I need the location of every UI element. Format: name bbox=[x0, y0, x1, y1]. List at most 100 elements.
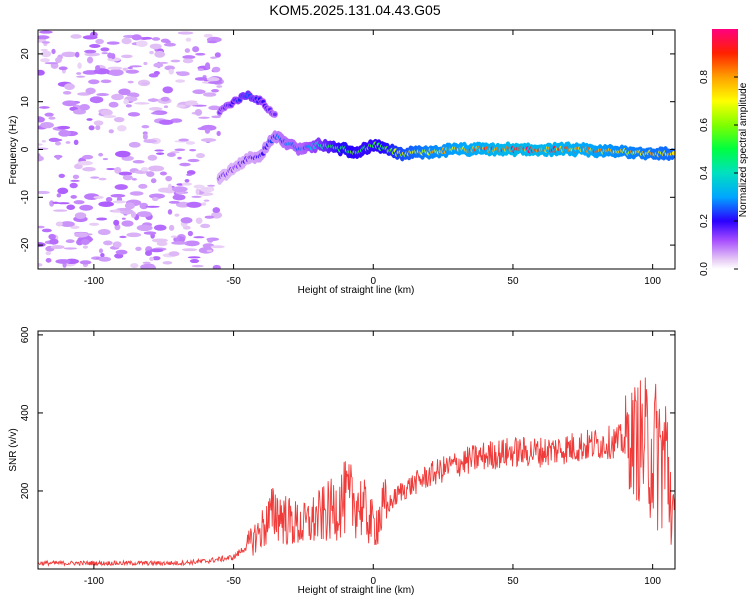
heatmap-cell bbox=[88, 222, 100, 226]
snr-marks bbox=[38, 377, 675, 567]
heatmap-cell bbox=[208, 81, 223, 85]
heatmap-cell bbox=[168, 224, 175, 231]
heatmap-cell bbox=[208, 105, 221, 111]
heatmap-cell bbox=[671, 151, 675, 156]
heatmap-cell bbox=[185, 141, 196, 145]
heatmap-cell bbox=[207, 238, 214, 243]
heatmap-cell bbox=[62, 100, 77, 107]
heatmap-cell bbox=[40, 58, 51, 63]
heatmap-cell bbox=[149, 256, 154, 262]
heatmap-cell bbox=[207, 184, 216, 187]
heatmap-cell bbox=[185, 101, 199, 106]
heatmap-cell bbox=[141, 82, 149, 85]
heatmap-cell bbox=[107, 66, 123, 70]
spectrogram-ytick-label: 20 bbox=[20, 48, 31, 60]
heatmap-cell bbox=[38, 116, 45, 123]
heatmap-cell bbox=[148, 73, 159, 78]
heatmap-cell bbox=[123, 99, 129, 105]
heatmap-cell bbox=[38, 263, 43, 267]
snr-xtick-label: -100 bbox=[84, 576, 104, 587]
heatmap-cell bbox=[142, 261, 151, 265]
heatmap-cell bbox=[41, 139, 46, 143]
heatmap-cell bbox=[93, 120, 104, 126]
heatmap-cell bbox=[111, 93, 124, 101]
heatmap-cell bbox=[56, 193, 62, 198]
heatmap-cell bbox=[69, 182, 78, 189]
heatmap-cell bbox=[192, 89, 206, 95]
heatmap-cell bbox=[141, 125, 150, 129]
spectrogram-xtick-label: 50 bbox=[507, 276, 519, 287]
heatmap-cell bbox=[136, 211, 152, 218]
heatmap-cell bbox=[74, 212, 87, 219]
heatmap-cell bbox=[185, 37, 192, 42]
heatmap-cell bbox=[175, 79, 186, 83]
heatmap-cell bbox=[200, 223, 211, 229]
heatmap-cell bbox=[195, 188, 200, 195]
heatmap-cell bbox=[115, 249, 128, 255]
heatmap-cell bbox=[151, 238, 168, 243]
heatmap-cell bbox=[57, 187, 69, 195]
heatmap-cell bbox=[103, 240, 113, 246]
heatmap-cell bbox=[55, 141, 61, 146]
heatmap-cell bbox=[118, 88, 131, 96]
heatmap-cell bbox=[149, 193, 165, 199]
heatmap-cell bbox=[88, 125, 95, 131]
heatmap-cell bbox=[55, 221, 63, 227]
heatmap-cell bbox=[212, 207, 221, 214]
heatmap-cell bbox=[115, 150, 131, 158]
heatmap-cell bbox=[149, 50, 154, 55]
heatmap-cell bbox=[118, 171, 133, 176]
heatmap-cell bbox=[178, 138, 190, 142]
heatmap-cell bbox=[206, 77, 220, 82]
heatmap-cell bbox=[119, 235, 127, 239]
heatmap-cell bbox=[132, 160, 145, 164]
heatmap-cell bbox=[95, 38, 104, 45]
heatmap-cell bbox=[166, 152, 176, 157]
heatmap-cell bbox=[194, 77, 208, 81]
heatmap-cell bbox=[97, 228, 111, 236]
heatmap-cell bbox=[136, 224, 153, 232]
heatmap-cell bbox=[65, 239, 75, 243]
heatmap-cell bbox=[38, 155, 44, 162]
heatmap-cell bbox=[129, 191, 144, 196]
heatmap-cell bbox=[174, 213, 180, 217]
spectrogram-xtick-label: -50 bbox=[226, 276, 241, 287]
heatmap-cell bbox=[82, 245, 89, 249]
snr-ylabel: SNR (v/v) bbox=[8, 428, 19, 471]
heatmap-cell bbox=[38, 106, 50, 109]
heatmap-cell bbox=[153, 224, 167, 231]
heatmap-cell bbox=[136, 40, 148, 47]
heatmap-cell bbox=[201, 202, 207, 206]
heatmap-cell bbox=[204, 128, 210, 134]
heatmap-cell bbox=[85, 87, 96, 95]
spectrogram-xtick-label: 100 bbox=[644, 276, 661, 287]
spectrogram-marks bbox=[38, 30, 675, 269]
snr-xtick-label: 50 bbox=[507, 576, 519, 587]
colorbar-tick-label: 0.6 bbox=[699, 118, 710, 132]
heatmap-cell bbox=[150, 112, 163, 115]
heatmap-cell bbox=[272, 112, 277, 117]
heatmap-cell bbox=[181, 248, 198, 252]
heatmap-cell bbox=[61, 51, 77, 58]
heatmap-cell bbox=[212, 66, 221, 73]
heatmap-cell bbox=[124, 202, 136, 210]
heatmap-cell bbox=[55, 57, 62, 63]
heatmap-cell bbox=[176, 104, 187, 108]
heatmap-cell bbox=[121, 217, 126, 220]
heatmap-cell bbox=[168, 251, 180, 257]
heatmap-cell bbox=[114, 184, 128, 190]
spectrogram-ytick-label: 0 bbox=[20, 146, 31, 152]
heatmap-cell bbox=[170, 59, 181, 63]
heatmap-cell bbox=[98, 177, 107, 181]
heatmap-cell bbox=[203, 92, 217, 97]
heatmap-cell bbox=[214, 52, 221, 58]
heatmap-cell bbox=[131, 34, 142, 41]
heatmap-cell bbox=[62, 91, 72, 95]
spectrogram-xtick-label: -100 bbox=[84, 276, 104, 287]
heatmap-cell bbox=[41, 50, 52, 58]
heatmap-cell bbox=[195, 152, 206, 159]
heatmap-cell bbox=[121, 54, 133, 59]
